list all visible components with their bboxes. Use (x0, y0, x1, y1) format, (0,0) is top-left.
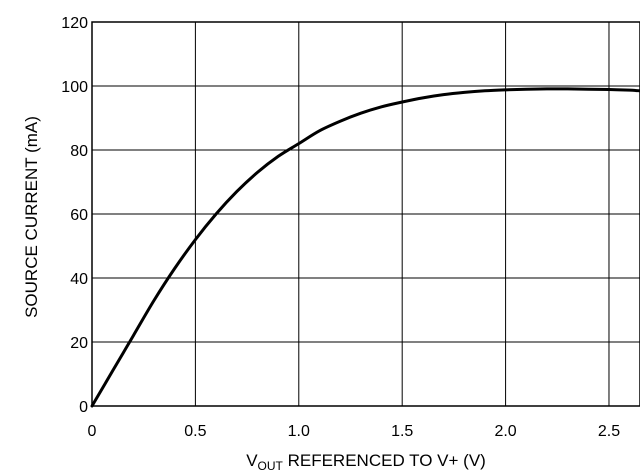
x-tick-label: 2.0 (494, 423, 516, 440)
y-tick-label: 0 (79, 399, 88, 416)
grid-lines (92, 22, 640, 406)
x-tick-label: 0 (88, 423, 97, 440)
x-axis-label-subscript: OUT (258, 459, 284, 472)
y-tick-label: 60 (70, 207, 88, 224)
y-tick-label: 20 (70, 335, 88, 352)
y-axis-tick-labels: 0 20 40 60 80 100 120 (61, 15, 88, 416)
y-tick-label: 80 (70, 143, 88, 160)
y-tick-label: 120 (61, 15, 88, 32)
plot-frame (91, 21, 640, 407)
source-current-curve (90, 87, 640, 408)
x-axis-label: VOUT REFERENCED TO V+ (V) (246, 451, 486, 472)
x-tick-label: 2.5 (598, 423, 620, 440)
y-tick-label: 100 (61, 79, 88, 96)
x-tick-label: 1.0 (288, 423, 310, 440)
x-axis-label-main: V (246, 451, 258, 470)
y-tick-label: 40 (70, 271, 88, 288)
x-tick-label: 0.5 (184, 423, 206, 440)
y-axis-label: SOURCE CURRENT (mA) (22, 116, 41, 318)
x-axis-label-rest: REFERENCED TO V+ (V) (283, 451, 486, 470)
x-tick-label: 1.5 (391, 423, 413, 440)
x-axis-tick-labels: 0 0.5 1.0 1.5 2.0 2.5 (88, 423, 621, 440)
